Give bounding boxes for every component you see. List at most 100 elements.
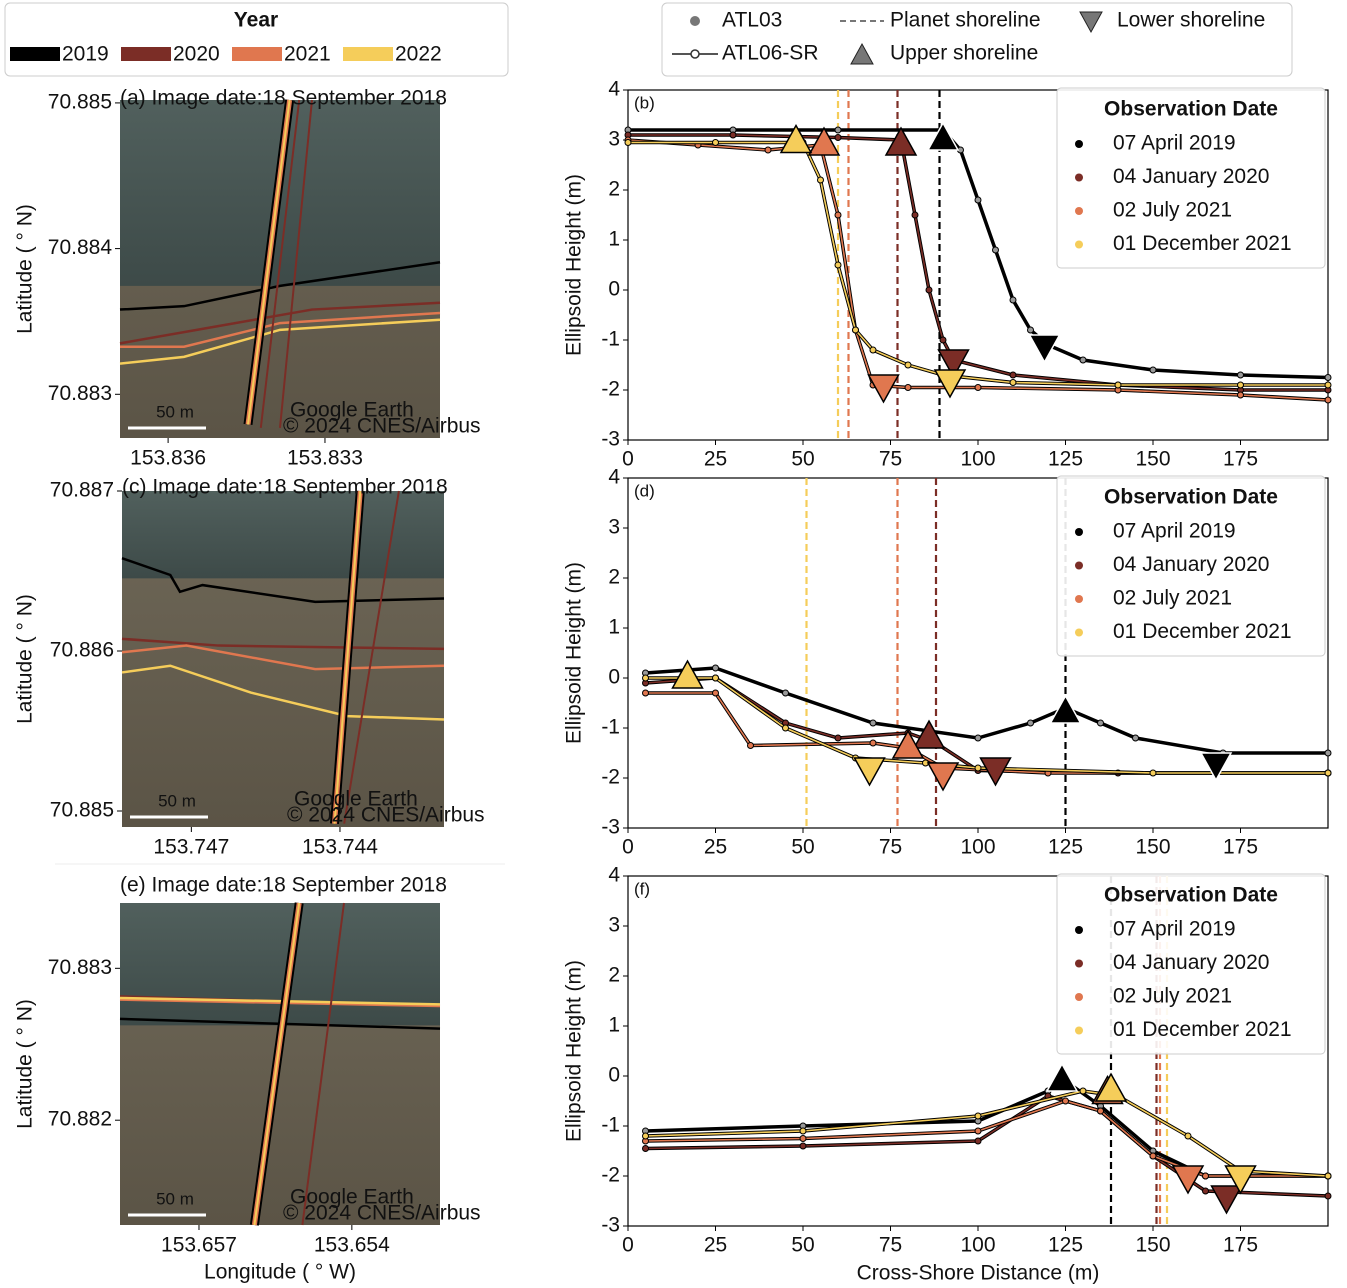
shoreline bbox=[119, 318, 441, 365]
y-tick-label: -1 bbox=[601, 328, 620, 351]
lower-shoreline bbox=[926, 762, 960, 792]
profile-point bbox=[1149, 1152, 1157, 1160]
transect bbox=[253, 902, 301, 1226]
upper-shoreline bbox=[671, 659, 704, 689]
profile-line bbox=[645, 677, 1328, 774]
x-tick-label: 25 bbox=[704, 1234, 727, 1257]
x-axis-label: Longitude ( ° W) bbox=[204, 1261, 356, 1284]
y-tick-label: -3 bbox=[601, 816, 620, 839]
x-tick-label: 75 bbox=[879, 448, 902, 471]
y-tick-label: 2 bbox=[608, 964, 620, 987]
x-tick-label: 0 bbox=[622, 1234, 634, 1257]
legend-label: 02 July 2021 bbox=[1113, 985, 1232, 1008]
legend-box bbox=[661, 2, 1293, 77]
y-axis-label: Latitude ( ° N) bbox=[14, 594, 37, 724]
legend-marker bbox=[1075, 240, 1083, 249]
profile-point bbox=[712, 689, 719, 697]
legend-symbol bbox=[1079, 11, 1103, 34]
scale-bar-label: 50 m bbox=[156, 402, 194, 421]
profile-point bbox=[1237, 371, 1244, 379]
x-tick-label: 100 bbox=[960, 448, 995, 471]
legend-label: ATL06-SR bbox=[722, 42, 818, 65]
x-tick-label: 100 bbox=[960, 1234, 995, 1257]
legend-title: Observation Date bbox=[1104, 486, 1278, 509]
x-axis-label: Cross-Shore Distance (m) bbox=[857, 1262, 1100, 1285]
panel-label: (d) bbox=[634, 481, 655, 500]
profile-point bbox=[782, 724, 789, 732]
profile-point bbox=[1324, 1172, 1332, 1180]
legend-symbol bbox=[690, 49, 700, 59]
shoreline bbox=[119, 261, 441, 311]
profile-point bbox=[1202, 1187, 1209, 1195]
y-axis-label: Latitude ( ° N) bbox=[14, 204, 37, 334]
legend-label: 07 April 2019 bbox=[1113, 132, 1236, 155]
profile-point bbox=[747, 742, 754, 749]
profile-point bbox=[1009, 296, 1017, 304]
transect bbox=[247, 99, 291, 425]
profile-point bbox=[974, 1127, 982, 1135]
x-tick-label: 153.654 bbox=[314, 1234, 390, 1257]
scale-bar-label: 50 m bbox=[158, 791, 196, 810]
x-tick-label: 153.657 bbox=[161, 1234, 237, 1257]
y-tick-label: 4 bbox=[608, 78, 620, 101]
legend-marker bbox=[1075, 1026, 1083, 1035]
y-tick-label: -2 bbox=[601, 1164, 620, 1187]
x-tick-label: 125 bbox=[1048, 1234, 1083, 1257]
profile-point bbox=[642, 1132, 649, 1140]
profile-point bbox=[1324, 381, 1332, 389]
profile-point bbox=[1009, 371, 1017, 379]
upper-shoreline bbox=[1045, 1062, 1079, 1092]
profile-point bbox=[712, 139, 719, 146]
y-tick-label: 2 bbox=[608, 566, 620, 589]
profile-point bbox=[904, 361, 912, 369]
profile-point bbox=[834, 734, 842, 742]
y-tick-label: -2 bbox=[601, 378, 620, 401]
panel-label: (f) bbox=[634, 879, 650, 898]
x-tick-label: 75 bbox=[879, 836, 902, 859]
profile-point bbox=[729, 131, 737, 139]
x-tick-label: 125 bbox=[1048, 448, 1083, 471]
x-tick-label: 153.744 bbox=[302, 836, 378, 859]
profile-point bbox=[904, 384, 912, 391]
upper-shoreline bbox=[807, 126, 841, 156]
legend-label: ATL03 bbox=[722, 9, 782, 32]
profile-point bbox=[869, 719, 877, 727]
y-axis-label: Latitude ( ° N) bbox=[14, 999, 37, 1129]
lower-shoreline bbox=[1210, 1185, 1243, 1215]
x-tick-label: 25 bbox=[704, 448, 727, 471]
y-tick-label: 1 bbox=[608, 1014, 620, 1037]
legend-label: 07 April 2019 bbox=[1113, 520, 1236, 543]
shoreline bbox=[120, 311, 441, 348]
profile-point bbox=[974, 764, 982, 772]
x-tick-label: 153.747 bbox=[153, 836, 229, 859]
profile-line bbox=[628, 129, 1329, 379]
y-tick-label: 4 bbox=[608, 864, 620, 887]
legend-label: 2021 bbox=[284, 43, 331, 66]
y-tick-label: 0 bbox=[608, 1064, 620, 1087]
lower-shoreline bbox=[937, 349, 970, 379]
legend-title: Observation Date bbox=[1104, 98, 1278, 121]
y-tick-label: 4 bbox=[608, 466, 620, 489]
x-tick-label: 0 bbox=[622, 448, 634, 471]
legend-label: Upper shoreline bbox=[890, 42, 1038, 65]
profile-point bbox=[925, 286, 933, 294]
legend-label: 2019 bbox=[62, 43, 109, 66]
legend-swatch bbox=[10, 47, 60, 61]
profile-point bbox=[799, 1142, 807, 1150]
y-tick-label: 70.883 bbox=[48, 956, 112, 979]
legend-label: 02 July 2021 bbox=[1113, 199, 1232, 222]
legend-swatch bbox=[343, 47, 393, 61]
y-tick-label: 3 bbox=[608, 914, 620, 937]
legend-marker bbox=[1075, 528, 1083, 536]
credit: Google Earth bbox=[294, 788, 418, 811]
profile-point bbox=[852, 326, 859, 334]
credit: © 2024 CNES/Airbus bbox=[287, 804, 485, 827]
profile-point bbox=[1097, 1107, 1104, 1115]
profile-point bbox=[974, 1137, 982, 1145]
legend-marker bbox=[1075, 207, 1083, 215]
y-tick-label: 70.883 bbox=[48, 382, 112, 405]
legend-label: 07 April 2019 bbox=[1113, 918, 1236, 941]
legend-label: 02 July 2021 bbox=[1113, 587, 1232, 610]
legend-label: 2022 bbox=[395, 43, 442, 66]
profile-point bbox=[992, 246, 999, 254]
